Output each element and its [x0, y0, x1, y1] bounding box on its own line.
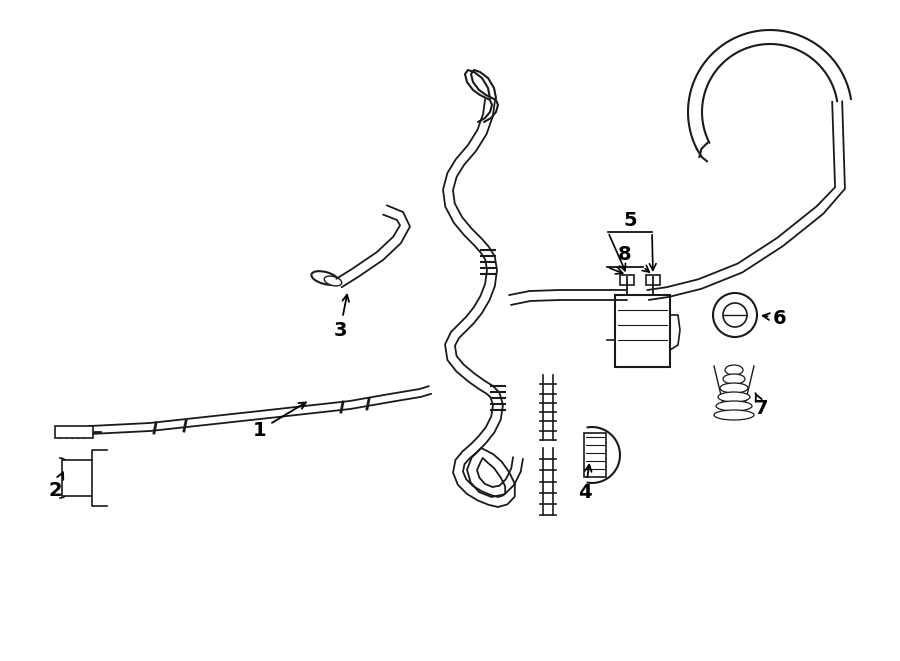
Text: 1: 1 [253, 403, 306, 440]
Bar [584, 433, 606, 477]
Ellipse shape [718, 392, 750, 402]
Bar [55, 426, 93, 438]
Text: 4: 4 [578, 465, 592, 502]
Bar [62, 460, 92, 496]
Ellipse shape [723, 374, 745, 384]
Bar [615, 295, 670, 367]
Circle shape [723, 303, 747, 327]
Text: 2: 2 [49, 473, 63, 500]
Circle shape [713, 293, 757, 337]
Text: 7: 7 [755, 393, 769, 418]
Text: 6: 6 [762, 309, 787, 327]
Text: 3: 3 [333, 295, 349, 340]
Text: 8: 8 [618, 245, 632, 264]
Ellipse shape [714, 410, 754, 420]
Ellipse shape [324, 276, 342, 286]
Text: 5: 5 [623, 210, 637, 229]
Ellipse shape [725, 365, 743, 375]
Ellipse shape [716, 401, 752, 411]
Bar [646, 275, 660, 285]
Ellipse shape [720, 383, 748, 393]
Ellipse shape [311, 271, 338, 285]
Bar [620, 275, 634, 285]
